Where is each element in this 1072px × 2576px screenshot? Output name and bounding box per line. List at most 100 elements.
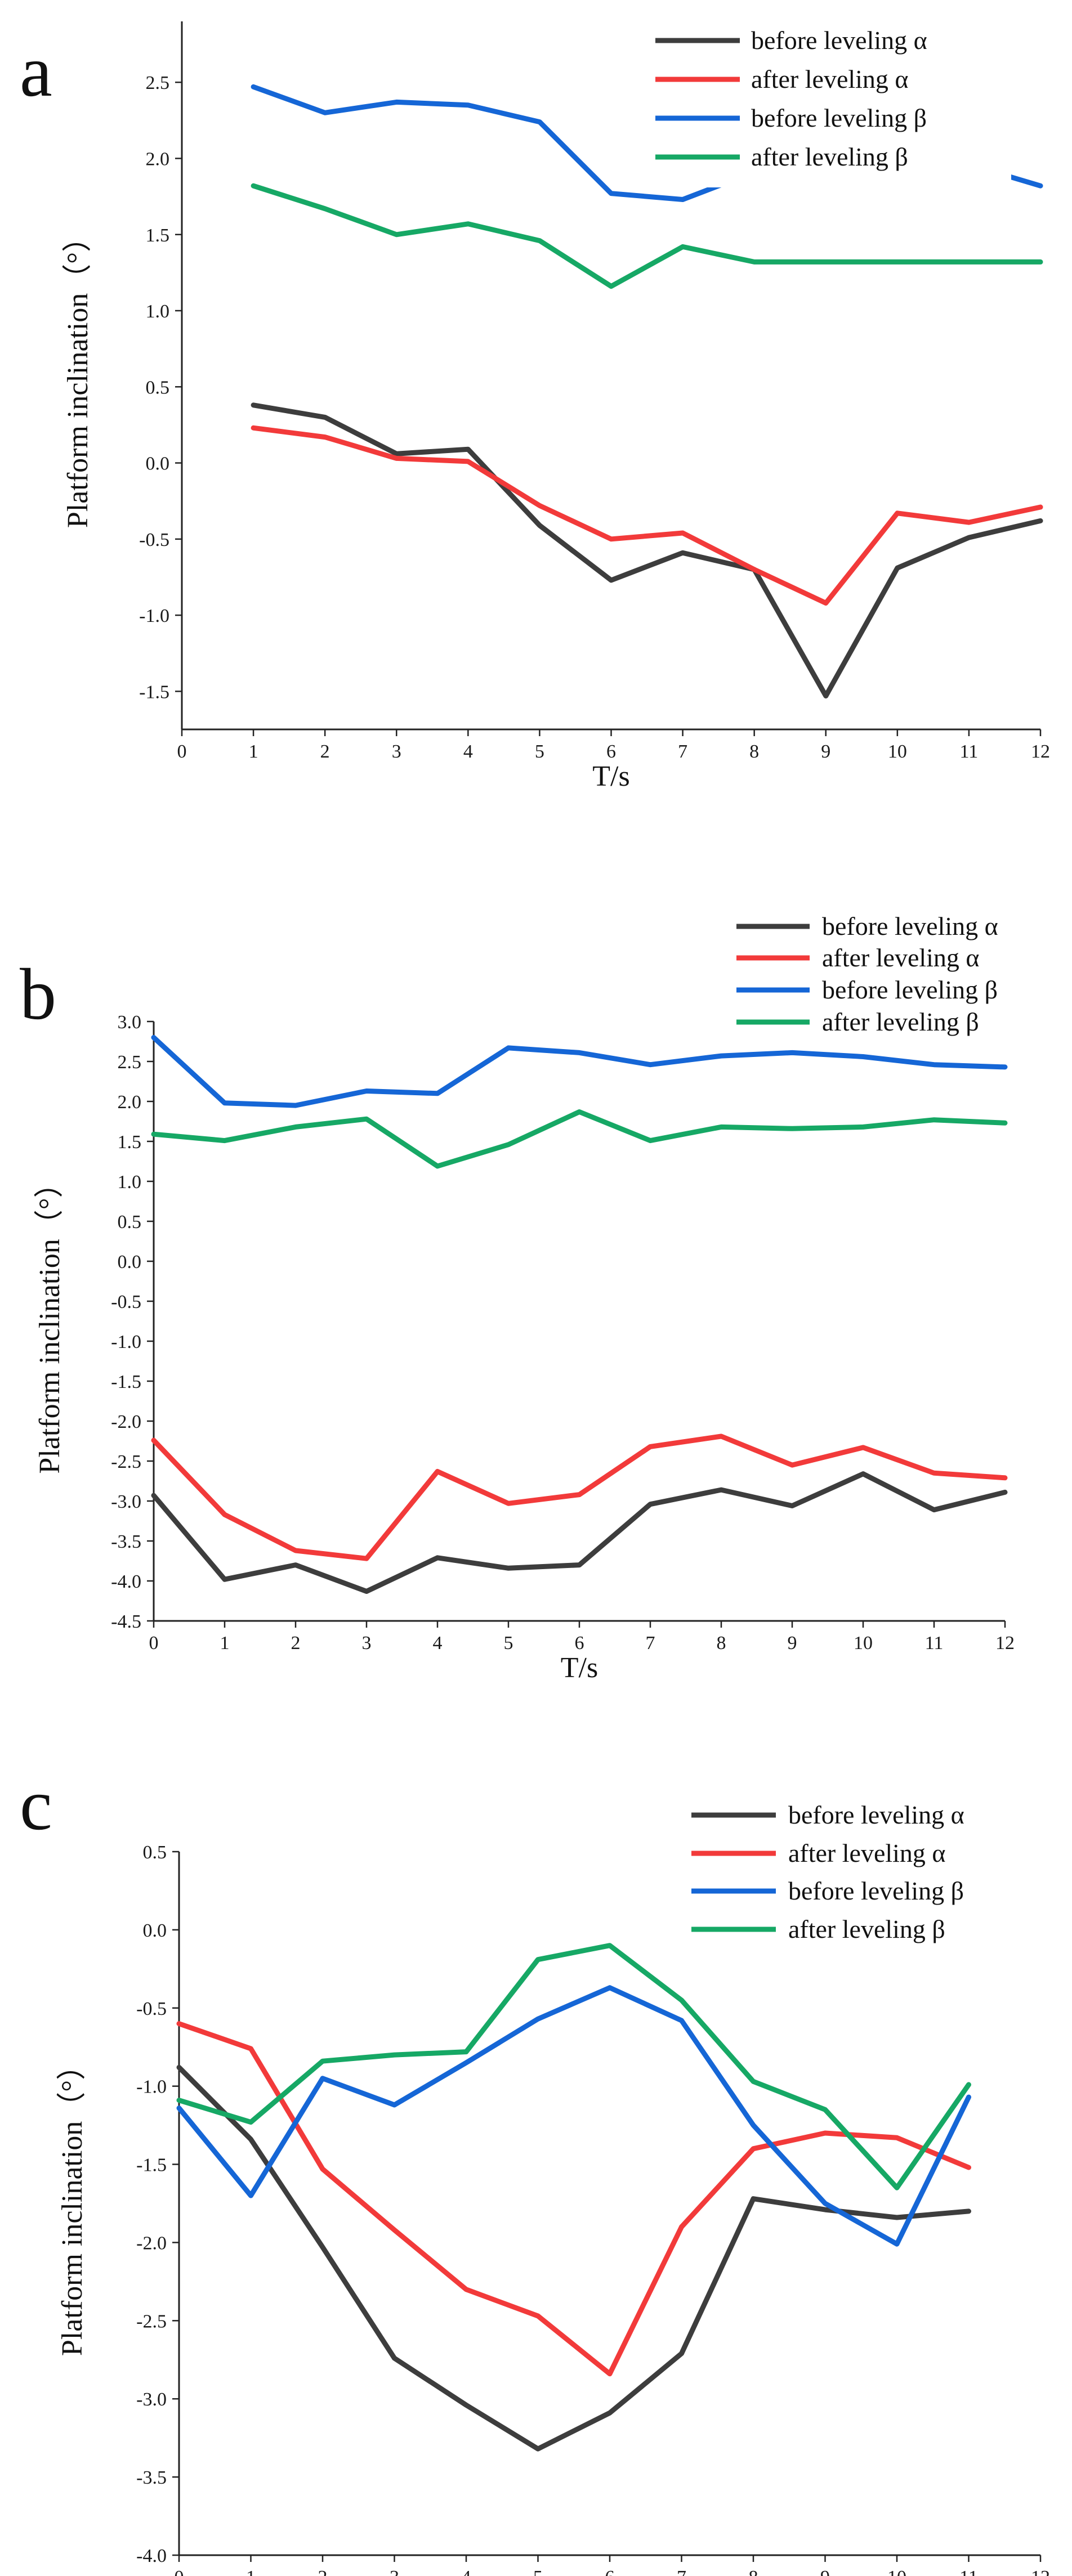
legend-label: after leveling α bbox=[822, 943, 980, 972]
y-tick-label: -1.0 bbox=[136, 2077, 167, 2098]
y-axis-label: Platform inclination（°） bbox=[34, 1168, 66, 1473]
y-tick-label: -1.5 bbox=[111, 1372, 141, 1392]
series-line-after-alpha bbox=[176, 2021, 971, 2377]
x-tick-label: 10 bbox=[854, 1633, 873, 1654]
x-tick-label: 11 bbox=[925, 1633, 944, 1654]
y-tick-label: 2.0 bbox=[118, 1092, 142, 1113]
x-tick-label: 5 bbox=[533, 2567, 543, 2576]
chart-panel-a: a0 1 2 3 4 5 6 7 8 9 10 11 12-1.5-1.0-0.50.00.51.01.… bbox=[20, 5, 1050, 792]
series-line-before-alpha bbox=[251, 402, 1043, 698]
x-tick-label: 11 bbox=[960, 741, 979, 762]
chart-panel-c: c0123456789101112-4.0-3.5-3.0-2.5-2.0-1.… bbox=[20, 1764, 1050, 2576]
y-tick-label: -3.5 bbox=[136, 2467, 167, 2488]
x-tick-label: 5 bbox=[535, 741, 544, 762]
x-tick-label: 10 bbox=[887, 2567, 906, 2576]
x-tick-label: 1 bbox=[246, 2567, 256, 2576]
y-axis-label: Platform inclination（°） bbox=[62, 223, 94, 528]
y-tick-label: -1.0 bbox=[139, 606, 169, 626]
legend: before leveling α after leveling α before … bbox=[732, 899, 1047, 1046]
y-tick-label: 1.5 bbox=[118, 1132, 142, 1153]
legend-label: before leveling β bbox=[751, 104, 927, 132]
x-tick-label: 12 bbox=[1031, 2567, 1050, 2576]
legend: before leveling α after leveling α before … bbox=[651, 5, 1011, 187]
series-line-after-alpha bbox=[251, 425, 1043, 606]
legend-label: after leveling α bbox=[751, 65, 909, 93]
series-line-before-beta bbox=[176, 1985, 971, 2247]
chart-panel-b: b0 1 2 3 4 5 6 7 8 9 10 11 12-4.5-4.0-3.5-3.0-2.5-2.… bbox=[20, 899, 1047, 1684]
y-tick-label: -0.5 bbox=[136, 1999, 167, 2019]
y-tick-label: 3.0 bbox=[118, 1012, 142, 1033]
x-tick-label: 10 bbox=[888, 741, 907, 762]
y-tick-label: -3.0 bbox=[136, 2389, 167, 2410]
y-tick-label: 1.0 bbox=[146, 301, 170, 322]
series-line-after-beta bbox=[251, 183, 1043, 289]
y-tick-label: -1.0 bbox=[111, 1332, 141, 1352]
y-tick-label: 0.0 bbox=[143, 1920, 167, 1941]
x-axis-label: T/s bbox=[561, 1652, 598, 1684]
y-tick-label: -0.5 bbox=[111, 1292, 141, 1312]
x-tick-label: 4 bbox=[463, 741, 473, 762]
x-tick-label: 3 bbox=[390, 2567, 399, 2576]
x-tick-label: 11 bbox=[959, 2567, 978, 2576]
chart-panels: a0 1 2 3 4 5 6 7 8 9 10 11 12-1.5-1.0-0.50.00.51.01.… bbox=[20, 5, 1050, 2576]
x-tick-label: 3 bbox=[362, 1633, 372, 1654]
x-tick-label: 0 bbox=[177, 741, 187, 762]
legend-label: after leveling α bbox=[788, 1839, 946, 1867]
x-tick-label: 7 bbox=[646, 1633, 655, 1654]
y-tick-label: 2.5 bbox=[118, 1052, 142, 1073]
y-tick-label: 0.5 bbox=[143, 1842, 167, 1863]
x-tick-label: 9 bbox=[788, 1633, 797, 1654]
x-tick-label: 4 bbox=[462, 2567, 471, 2576]
x-tick-label: 8 bbox=[749, 2567, 758, 2576]
x-tick-label: 7 bbox=[678, 741, 687, 762]
x-tick-label: 2 bbox=[291, 1633, 301, 1654]
x-tick-label: 2 bbox=[318, 2567, 328, 2576]
x-tick-label: 8 bbox=[717, 1633, 726, 1654]
y-tick-label: -4.0 bbox=[111, 1571, 141, 1592]
x-axis-label: T/s bbox=[592, 760, 629, 792]
y-tick-label: -3.5 bbox=[111, 1531, 141, 1552]
y-tick-label: 1.0 bbox=[118, 1172, 142, 1193]
y-tick-label: -2.5 bbox=[111, 1451, 141, 1472]
series-line-after-beta bbox=[176, 1943, 971, 2190]
legend-label: after leveling β bbox=[751, 142, 908, 171]
y-tick-label: 0.5 bbox=[146, 377, 170, 398]
panel-letter: b bbox=[20, 954, 56, 1035]
x-tick-label: 6 bbox=[575, 1633, 584, 1654]
legend-label: before leveling α bbox=[751, 26, 927, 55]
legend-label: before leveling β bbox=[822, 975, 998, 1004]
legend-label: before leveling β bbox=[788, 1876, 964, 1905]
x-tick-label: 12 bbox=[1031, 741, 1050, 762]
x-tick-label: 3 bbox=[392, 741, 401, 762]
y-tick-label: -4.5 bbox=[111, 1611, 141, 1632]
x-tick-label: 9 bbox=[820, 2567, 830, 2576]
x-tick-label: 9 bbox=[821, 741, 830, 762]
x-tick-label: 8 bbox=[749, 741, 759, 762]
x-tick-label: 4 bbox=[433, 1633, 443, 1654]
y-tick-label: 0.0 bbox=[118, 1252, 142, 1273]
y-tick-label: -2.0 bbox=[136, 2233, 167, 2254]
legend-label: before leveling α bbox=[822, 912, 998, 940]
y-axis-label: Platform inclination（°） bbox=[56, 2051, 88, 2356]
legend: before leveling α after leveling α before … bbox=[687, 1790, 1047, 1953]
y-tick-label: -1.5 bbox=[139, 682, 169, 702]
x-tick-label: 12 bbox=[995, 1633, 1015, 1654]
panel-letter: c bbox=[20, 1764, 52, 1845]
y-tick-label: -4.0 bbox=[136, 2546, 167, 2566]
y-tick-label: 2.5 bbox=[146, 73, 170, 93]
x-tick-label: 7 bbox=[677, 2567, 686, 2576]
y-tick-label: -2.5 bbox=[136, 2311, 167, 2332]
x-tick-label: 5 bbox=[504, 1633, 513, 1654]
panel-letter: a bbox=[20, 31, 52, 112]
legend-label: after leveling β bbox=[822, 1007, 979, 1036]
x-tick-label: 1 bbox=[220, 1633, 230, 1654]
y-tick-label: -0.5 bbox=[139, 530, 169, 550]
legend-label: before leveling α bbox=[788, 1800, 964, 1829]
y-tick-label: -3.0 bbox=[111, 1491, 141, 1512]
x-tick-label: 1 bbox=[249, 741, 258, 762]
x-tick-label: 2 bbox=[320, 741, 330, 762]
y-tick-label: -2.0 bbox=[111, 1412, 141, 1432]
y-tick-label: -1.5 bbox=[136, 2155, 167, 2176]
legend-label: after leveling β bbox=[788, 1915, 945, 1943]
